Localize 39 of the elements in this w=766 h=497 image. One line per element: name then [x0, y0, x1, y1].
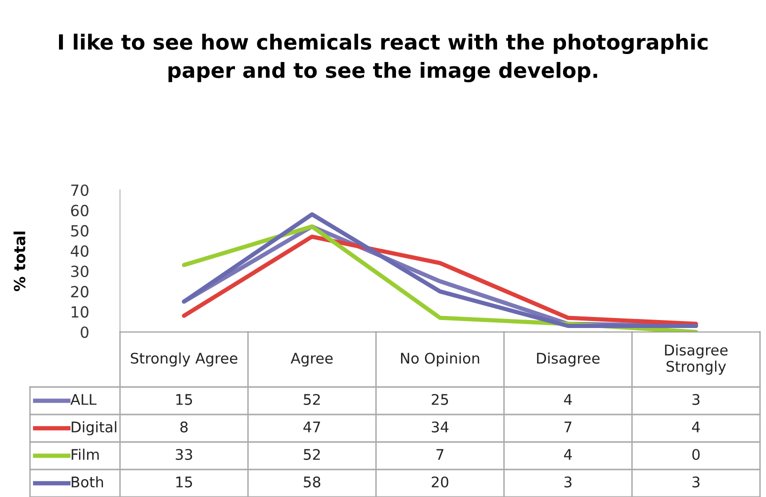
- data-label: 15: [176, 476, 192, 488]
- x-tick-label: Disagree Strongly: [665, 344, 728, 375]
- y-tick-label: 70: [71, 184, 88, 196]
- data-label: 7: [436, 449, 444, 460]
- data-label: 4: [564, 449, 572, 460]
- data-label: 58: [304, 476, 320, 488]
- y-tick-label: 0: [80, 326, 88, 338]
- data-label: 3: [692, 394, 700, 405]
- data-label: 4: [692, 422, 700, 432]
- data-label: 33: [176, 448, 192, 460]
- data-label: 3: [564, 476, 572, 488]
- data-label: 7: [564, 422, 572, 432]
- data-label: 52: [304, 394, 320, 405]
- y-tick-label: 60: [71, 204, 88, 216]
- y-tick-label: 40: [70, 245, 88, 257]
- data-label: 20: [432, 476, 448, 488]
- y-axis-title: % total: [14, 232, 26, 292]
- data-label: 25: [432, 394, 448, 405]
- data-label: 4: [564, 394, 572, 405]
- y-tick-label: 30: [71, 266, 88, 278]
- data-label: 52: [304, 448, 320, 460]
- x-tick-label: Strongly Agree: [130, 352, 238, 367]
- legend-label: Digital: [72, 421, 116, 436]
- data-label: 47: [303, 422, 320, 432]
- data-label: 0: [692, 448, 700, 460]
- x-tick-label: Disagree: [537, 352, 600, 367]
- data-label: 34: [432, 421, 448, 432]
- legend-label: Both: [72, 476, 103, 488]
- legend-label: ALL: [70, 394, 96, 405]
- legend-label: Film: [72, 448, 99, 460]
- chart-title: I like to see how chemicals react with the photographic paper and to see the image develop.: [58, 34, 708, 82]
- data-label: 8: [180, 421, 188, 432]
- y-tick-label: 50: [71, 225, 88, 237]
- data-label: 15: [176, 394, 192, 405]
- x-tick-label: No Opinion: [401, 352, 480, 367]
- y-tick-label: 20: [71, 286, 88, 298]
- data-label: 3: [692, 476, 700, 488]
- y-tick-label: 10: [72, 306, 88, 318]
- x-tick-label: Agree: [290, 352, 333, 367]
